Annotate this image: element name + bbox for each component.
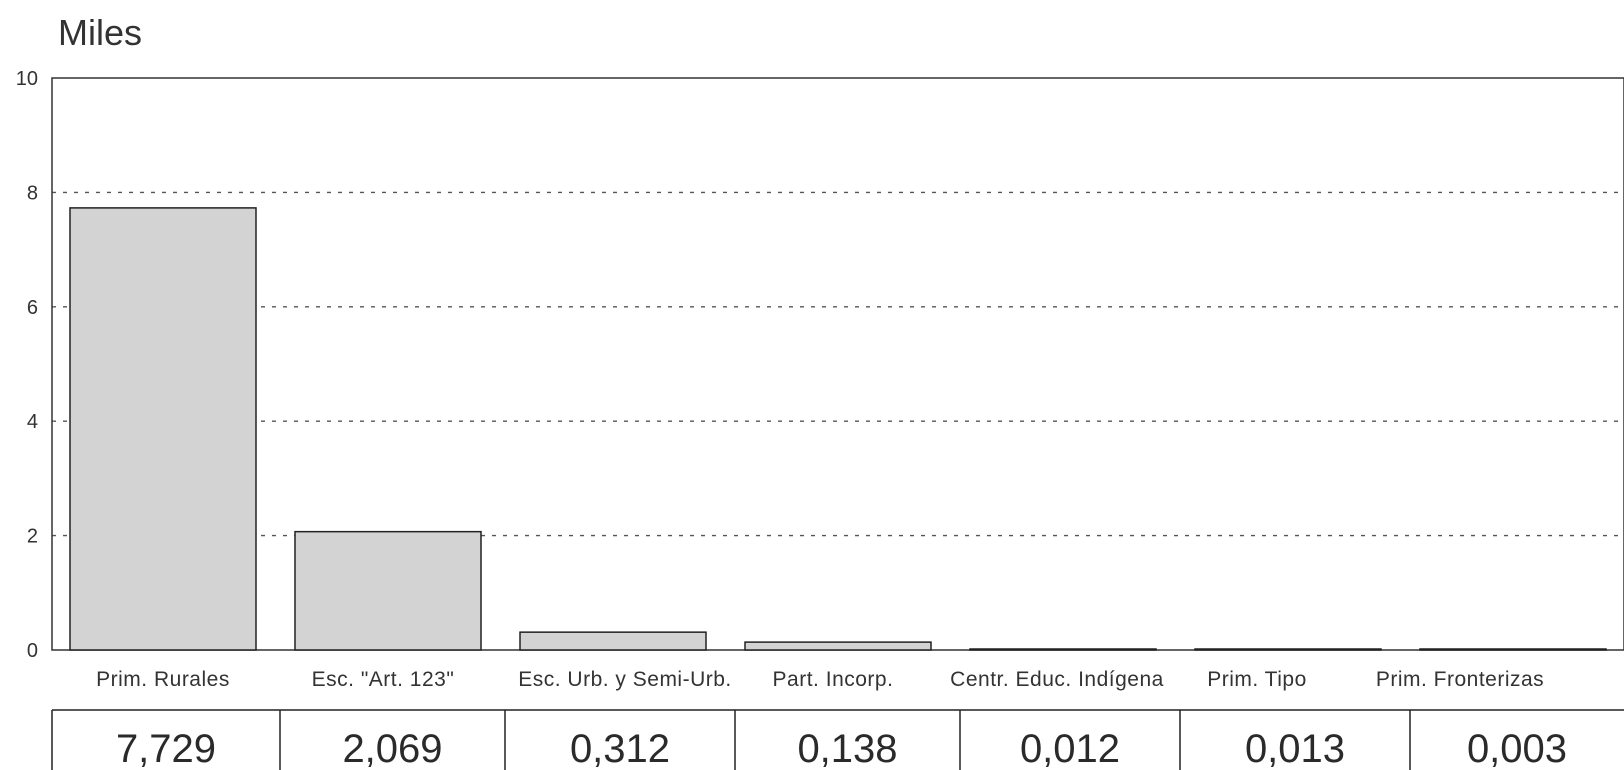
- table-value: 0,012: [1020, 727, 1120, 770]
- y-tick-label: 6: [27, 297, 38, 319]
- y-tick-label: 4: [27, 411, 38, 433]
- table-value: 7,729: [116, 727, 216, 770]
- table-value: 0,312: [570, 727, 670, 770]
- plot-frame: [51, 77, 1624, 651]
- bar: [744, 641, 932, 651]
- x-category-label: Esc. Urb. y Semi-Urb.: [518, 668, 732, 691]
- y-tick-label: 2: [27, 526, 38, 548]
- y-axis-ticks: 0 2 4 6 8 10: [16, 68, 38, 662]
- x-category-label: Esc. "Art. 123": [312, 668, 455, 691]
- x-axis-labels: Prim. Rurales Esc. "Art. 123" Esc. Urb. y …: [96, 668, 1544, 691]
- bar: [1194, 648, 1382, 651]
- y-tick-label: 10: [16, 68, 38, 90]
- bar: [69, 207, 257, 651]
- x-category-label: Prim. Fronterizas: [1376, 668, 1544, 691]
- bar: [294, 530, 482, 651]
- y-tick-label: 0: [27, 640, 38, 662]
- y-tick-label: 8: [27, 182, 38, 204]
- gridlines: [52, 191, 1624, 537]
- x-category-label: Prim. Tipo: [1207, 668, 1307, 691]
- table-value: 0,013: [1245, 727, 1345, 770]
- table-value: 2,069: [342, 727, 442, 770]
- x-category-label: Prim. Rurales: [96, 668, 230, 691]
- bars: [69, 207, 1607, 651]
- x-category-label: Part. Incorp.: [773, 668, 894, 691]
- table-value: 0,003: [1467, 727, 1567, 770]
- x-category-label: Centr. Educ. Indígena: [950, 668, 1164, 691]
- value-table: 7,729 2,069 0,312 0,138 0,012 0,013 0,003: [51, 709, 1624, 770]
- bar: [1419, 648, 1607, 651]
- table-value: 0,138: [797, 727, 897, 770]
- bar: [969, 648, 1157, 651]
- y-unit-label: Miles: [58, 12, 142, 53]
- bar: [519, 631, 707, 651]
